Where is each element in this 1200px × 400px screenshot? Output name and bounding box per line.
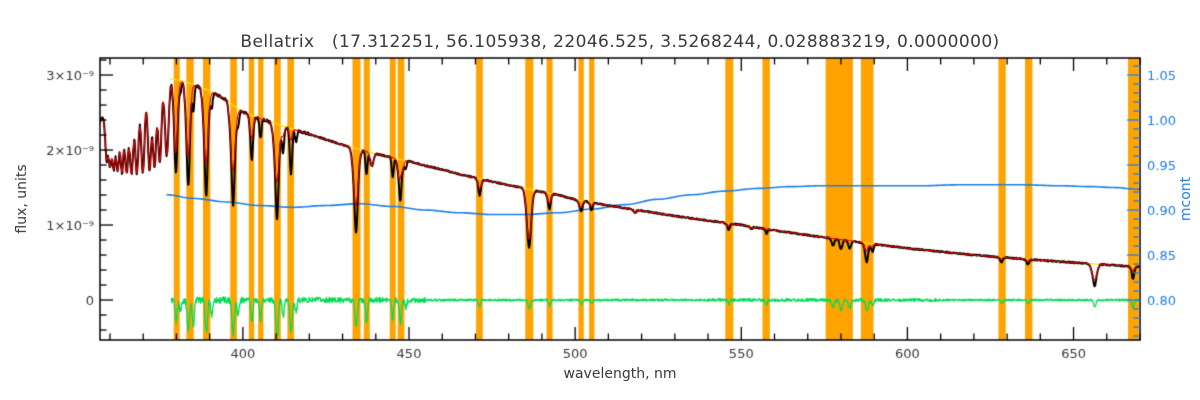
y-axis-title-mcont: mcont [1178, 176, 1194, 222]
chart-title: Bellatrix (17.312251, 56.105938, 22046.5… [240, 32, 1000, 52]
y-axis-title-flux: flux, units [14, 164, 30, 234]
x-axis-title: wavelength, nm [563, 366, 677, 382]
